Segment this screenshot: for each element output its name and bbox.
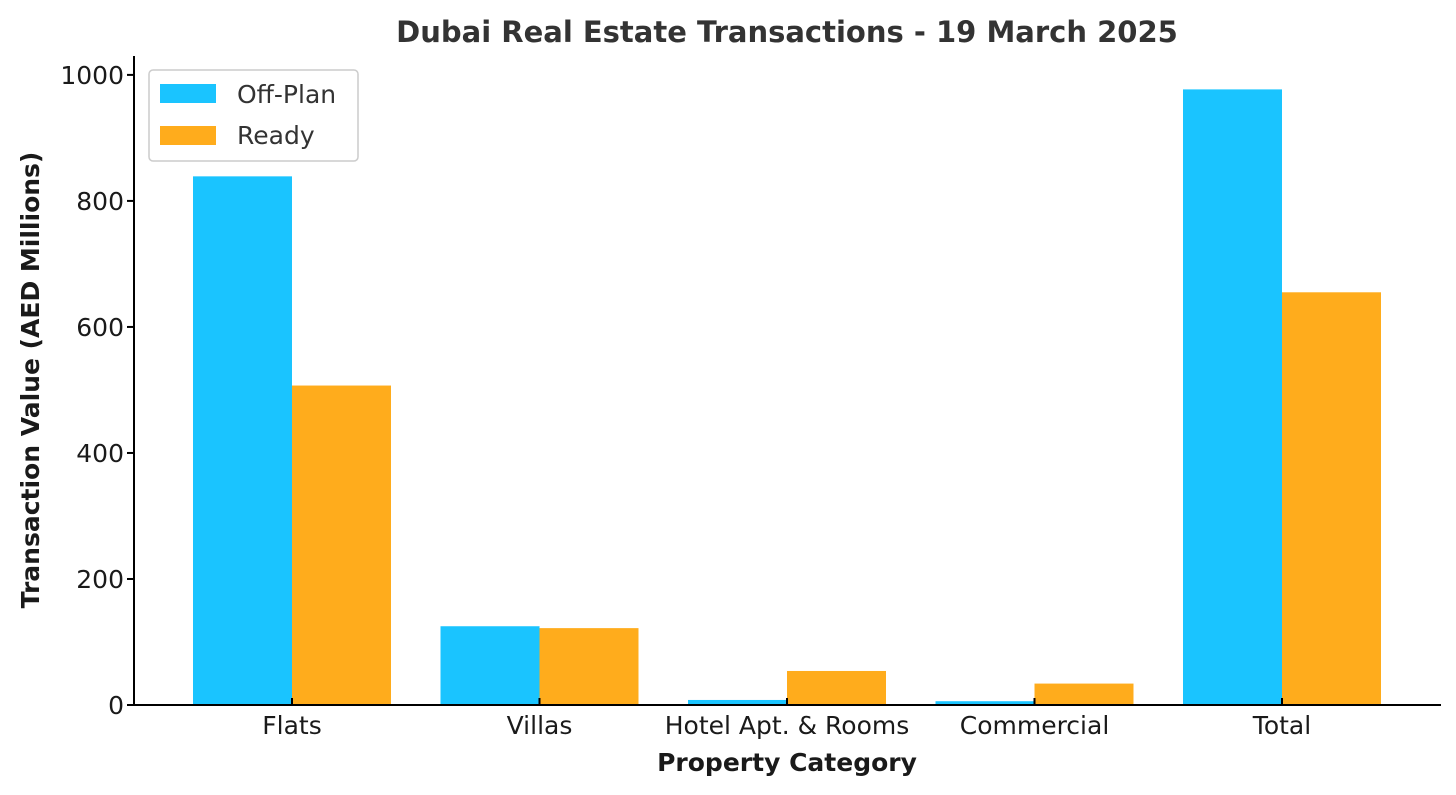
x-tick-label: Flats: [262, 711, 321, 740]
bar-ready-total: [1282, 292, 1381, 705]
bar-off-plan-commercial: [935, 701, 1035, 705]
legend-swatch-ready: [160, 126, 216, 145]
bar-ready-flats: [292, 385, 391, 705]
y-tick-label: 600: [76, 313, 124, 342]
y-tick-label: 200: [76, 565, 124, 594]
y-tick-label: 1000: [60, 61, 124, 90]
y-axis-label: Transaction Value (AED Millions): [16, 152, 45, 609]
bar-ready-commercial: [1034, 683, 1134, 705]
bar-off-plan-flats: [193, 176, 292, 706]
x-tick-label: Total: [1252, 711, 1311, 740]
x-axis-ticks: Flats Villas Hotel Apt. & Rooms Commercial T…: [262, 698, 1311, 740]
chart-title: Dubai Real Estate Transactions - 19 Marc…: [396, 15, 1178, 49]
bar-ready-villas: [539, 628, 639, 705]
x-tick-label: Villas: [507, 711, 573, 740]
y-tick-label: 800: [76, 187, 124, 216]
bar-off-plan-hotel-apt-rooms: [688, 699, 787, 705]
bar-off-plan-villas: [440, 626, 540, 705]
legend-label-off-plan: Off-Plan: [237, 80, 336, 109]
y-axis-ticks: 0 200 400 600 800 1000: [60, 61, 134, 720]
x-tick-label: Commercial: [960, 711, 1110, 740]
y-tick-label: 400: [76, 439, 124, 468]
legend-swatch-off-plan: [160, 84, 216, 103]
bars-group: [193, 89, 1381, 706]
legend-label-ready: Ready: [237, 121, 315, 150]
legend: Off-Plan Ready: [148, 69, 359, 162]
x-tick-label: Hotel Apt. & Rooms: [665, 711, 910, 740]
y-tick-label: 0: [108, 691, 124, 720]
x-axis-label: Property Category: [657, 748, 917, 777]
bar-off-plan-total: [1183, 89, 1282, 706]
bar-ready-hotel-apt-rooms: [787, 670, 886, 705]
